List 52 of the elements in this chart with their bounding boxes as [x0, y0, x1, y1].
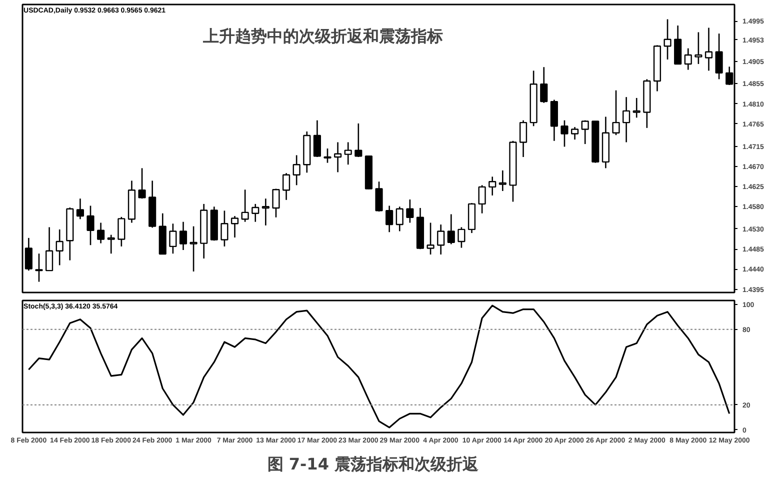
candlestick	[447, 214, 455, 245]
candlestick	[622, 96, 630, 143]
candlestick	[56, 228, 64, 266]
candlestick	[138, 168, 146, 200]
text: 图 7-14 震荡指标和次级折返	[267, 454, 480, 474]
candlestick	[375, 180, 383, 212]
candlestick	[704, 27, 713, 72]
candlestick	[581, 120, 589, 145]
candlestick	[76, 198, 84, 220]
candlestick	[664, 18, 672, 60]
candlestick	[35, 252, 43, 282]
candlestick	[396, 206, 404, 232]
candlestick	[324, 148, 332, 164]
candlestick	[498, 170, 506, 192]
candlestick	[519, 120, 528, 158]
candlestick	[386, 205, 394, 233]
candlestick	[612, 90, 620, 136]
candlestick	[179, 221, 188, 251]
candlestick	[426, 222, 434, 256]
candlestick	[715, 32, 723, 80]
candlestick	[272, 188, 280, 218]
candlestick	[632, 97, 640, 118]
candlestick	[406, 198, 414, 224]
candlestick	[97, 222, 105, 244]
candlestick	[313, 120, 321, 158]
candlestick	[488, 176, 496, 196]
candlestick	[684, 48, 692, 70]
candlestick	[169, 222, 177, 254]
candlestick	[252, 203, 260, 222]
candlestick	[458, 226, 466, 248]
candlestick	[45, 226, 54, 272]
candlestick	[118, 216, 126, 248]
candlestick	[478, 184, 486, 214]
candlestick	[190, 226, 198, 272]
candlestick	[560, 120, 568, 148]
candlestick	[437, 224, 445, 256]
candlestick	[282, 172, 290, 201]
candlestick	[24, 237, 32, 272]
candlestick	[354, 122, 362, 158]
candlestick	[86, 205, 94, 246]
candlestick	[220, 210, 228, 248]
text: 上升趋势中的次级折返和震荡指标	[202, 26, 443, 46]
candlestick	[262, 198, 270, 226]
candlestick	[540, 66, 548, 104]
candlestick	[570, 126, 579, 140]
candlestick	[694, 32, 702, 65]
candlestick	[230, 215, 239, 238]
candlestick	[107, 234, 115, 254]
candlestick	[241, 188, 249, 222]
candlestick	[292, 154, 300, 186]
candlestick	[334, 142, 342, 173]
candlestick	[344, 142, 352, 166]
